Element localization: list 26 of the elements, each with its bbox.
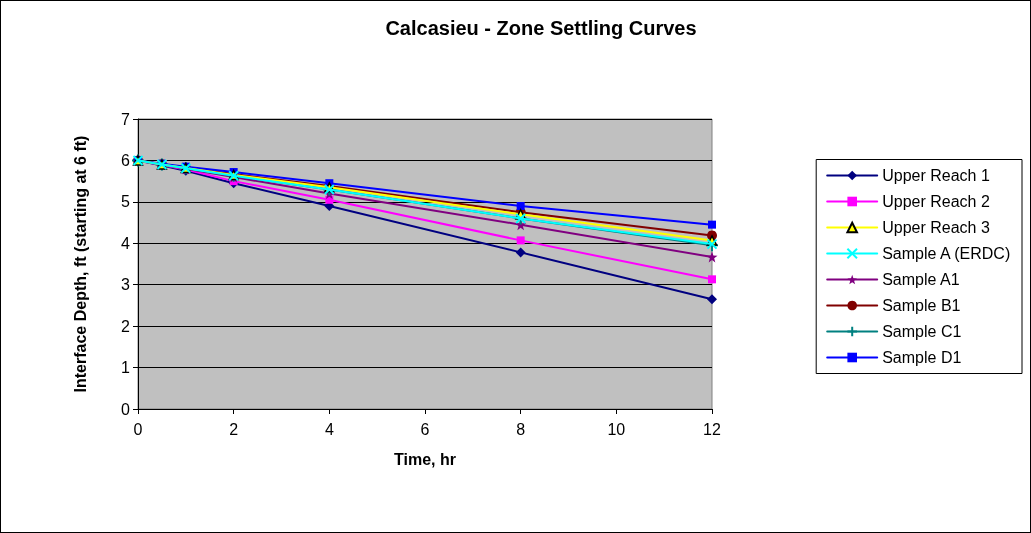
legend-label: Sample D1 <box>882 349 962 366</box>
y-tick-label: 3 <box>121 276 131 294</box>
y-tick-label: 5 <box>121 193 131 211</box>
x-tick-label: 12 <box>703 420 721 438</box>
legend-label: Sample A (ERDC) <box>882 245 1011 262</box>
legend-label: Sample C1 <box>882 323 962 340</box>
y-tick-label: 7 <box>121 110 131 128</box>
y-tick-label: 1 <box>121 359 131 377</box>
chart-title: Calcasieu - Zone Settling Curves <box>385 17 697 39</box>
x-tick-label: 2 <box>229 420 239 438</box>
x-tick-label: 0 <box>133 420 143 438</box>
x-tick-label: 6 <box>420 420 430 438</box>
legend-label: Upper Reach 3 <box>882 219 990 236</box>
legend-label: Upper Reach 2 <box>882 193 990 210</box>
x-axis-title: Time, hr <box>394 450 456 468</box>
y-tick-label: 6 <box>121 151 131 169</box>
y-axis-title: Interface Depth, ft (starting at 6 ft) <box>71 135 89 393</box>
x-tick-label: 8 <box>516 420 526 438</box>
legend-label: Upper Reach 1 <box>882 167 990 184</box>
y-tick-label: 2 <box>121 317 131 335</box>
legend-label: Sample B1 <box>882 297 961 314</box>
x-tick-label: 10 <box>607 420 626 438</box>
y-tick-label: 0 <box>121 400 131 418</box>
y-tick-label: 4 <box>121 234 131 252</box>
x-tick-label: 4 <box>324 420 334 438</box>
legend-label: Sample A1 <box>882 271 960 288</box>
